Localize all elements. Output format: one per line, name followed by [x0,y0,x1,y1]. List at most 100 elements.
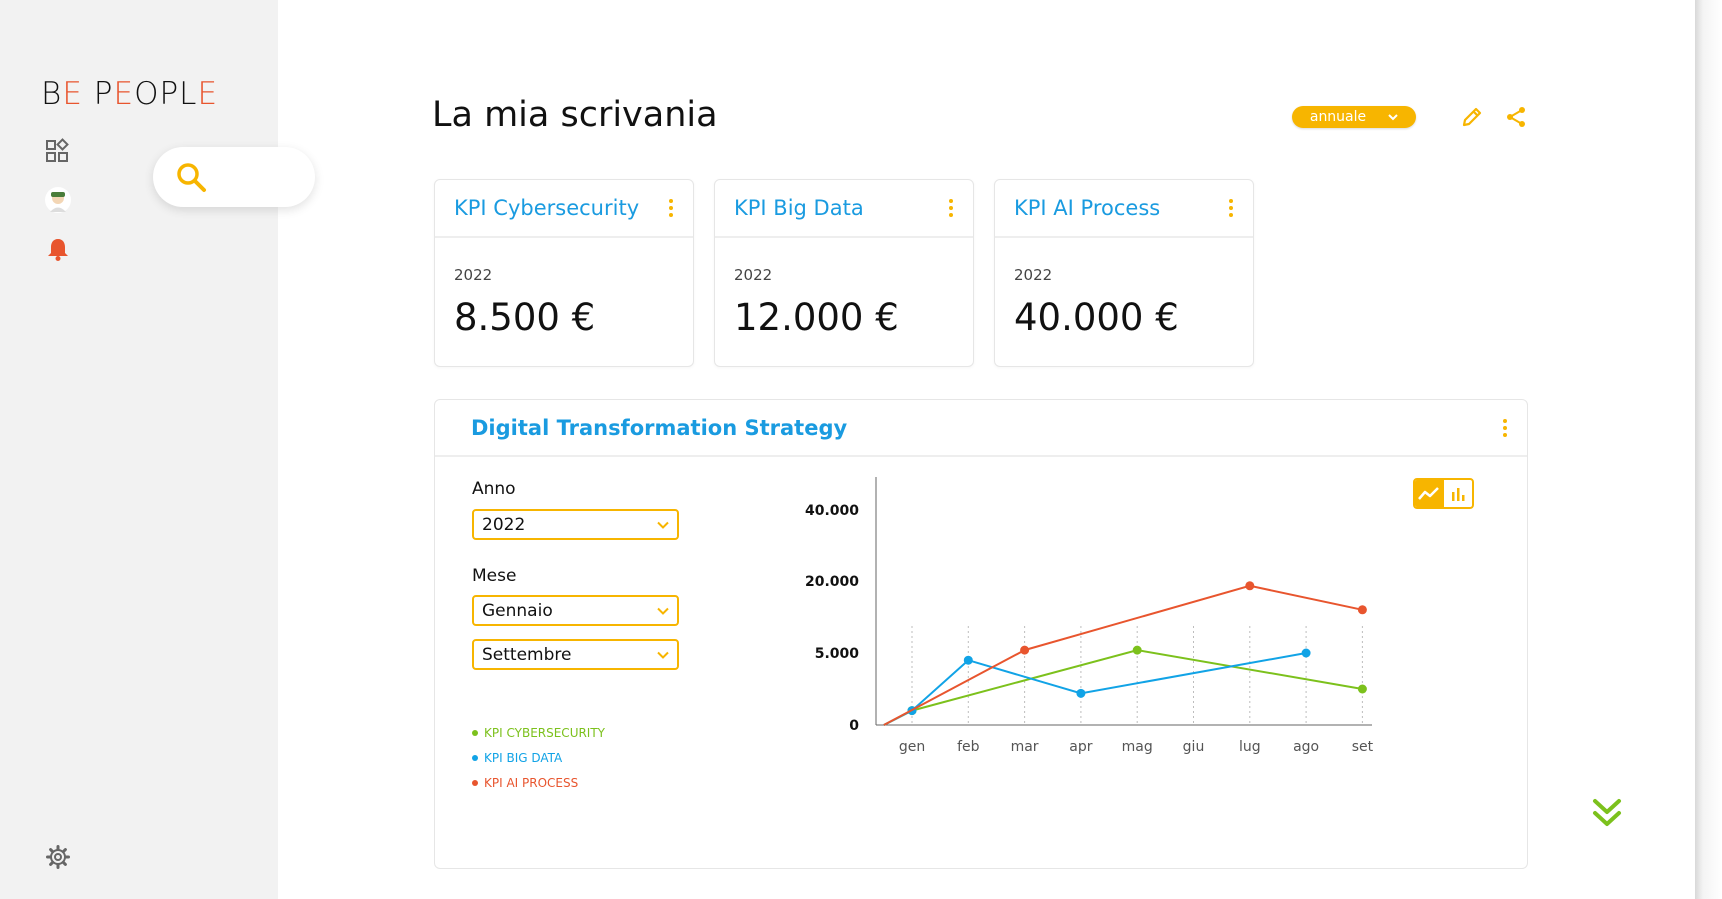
scroll-down-button[interactable] [1590,795,1624,831]
data-point [1020,645,1030,655]
logo-part: E [113,76,135,112]
kpi-card-value: 8.500 € [454,296,596,339]
kebab-menu-icon [669,199,673,217]
legend-label: KPI BIG DATA [484,750,563,765]
window-edge [1695,0,1722,899]
kpi-card-header: KPI Big Data [715,180,973,238]
legend-dot [472,779,478,786]
x-tick-label: lug [1239,739,1261,755]
legend-label: KPI AI PROCESS [484,775,579,790]
month-from-value: Gennaio [482,600,553,621]
chart-legend: KPI CYBERSECURITY KPI BIG DATA KPI AI PROC… [472,720,605,795]
kebab-menu-icon [949,199,953,217]
bar-chart-button[interactable] [1444,480,1473,507]
legend-item: KPI AI PROCESS [472,770,605,795]
kpi-card-big-data[interactable]: KPI Big Data 2022 12.000 € [714,179,974,367]
legend-dot [472,754,478,761]
kpi-card-year: 2022 [734,266,773,284]
logo-part: B [41,76,63,112]
logo-part: E [62,76,83,112]
kpi-card-title: KPI Big Data [734,196,864,220]
legend-item: KPI BIG DATA [472,745,605,770]
series-line [883,584,1363,726]
user-avatar-icon[interactable] [44,186,72,214]
x-tick-label: set [1352,739,1374,755]
data-point [1357,605,1367,615]
page-title: La mia scrivania [432,95,718,135]
more-menu-button[interactable] [1223,196,1239,220]
x-tick-label: mag [1122,739,1153,755]
x-tick-label: gen [899,739,925,755]
bepeople-logo[interactable]: BE PEOPLE [41,76,218,112]
kpi-card-cybersecurity[interactable]: KPI Cybersecurity 2022 8.500 € [434,179,694,367]
logo-part: OPL [134,76,198,112]
digital-transformation-panel: Digital Transformation Strategy Anno 202… [434,399,1528,869]
kpi-card-header: KPI AI Process [995,180,1253,238]
kebab-menu-icon [1503,418,1507,437]
search-button[interactable] [153,147,315,207]
x-tick-label: mar [1011,739,1039,755]
search-icon [177,163,206,192]
x-tick-label: apr [1069,739,1092,755]
share-icon [1507,107,1525,127]
edit-button[interactable] [1459,104,1485,130]
month-label: Mese [472,566,517,586]
chevron-down-icon [657,521,669,529]
legend-item: KPI CYBERSECURITY [472,720,605,745]
y-tick-label: 40.000 [805,503,859,519]
year-select[interactable]: 2022 [472,509,679,540]
more-menu-button[interactable] [943,196,959,220]
more-menu-button[interactable] [1497,416,1513,440]
year-select-value: 2022 [482,514,526,535]
x-tick-label: giu [1183,739,1205,755]
kpi-card-value: 40.000 € [1014,296,1179,339]
period-select[interactable]: annuale [1292,106,1416,128]
data-point [963,655,973,665]
kpi-line-chart: gen feb mar apr mag giu lug ago set 0 5.000 20.000 4… [805,477,1374,755]
chart-type-toggle[interactable] [1413,478,1474,509]
kpi-card-year: 2022 [1014,266,1053,284]
data-point [1076,688,1086,698]
chevron-down-icon [1388,114,1398,121]
share-button[interactable] [1503,104,1529,130]
gear-icon[interactable] [44,843,72,871]
data-point [1132,645,1142,655]
kpi-card-ai-process[interactable]: KPI AI Process 2022 40.000 € [994,179,1254,367]
kpi-card-header: KPI Cybersecurity [435,180,693,238]
month-to-select[interactable]: Settembre [472,639,679,670]
legend-label: KPI CYBERSECURITY [484,725,606,740]
chevron-down-icon [657,607,669,615]
period-select-value: annuale [1309,109,1367,125]
y-tick-label: 5.000 [815,646,860,662]
kebab-menu-icon [1229,199,1233,217]
data-point [1245,581,1255,591]
data-point [1357,684,1367,694]
kpi-card-value: 12.000 € [734,296,899,339]
year-label: Anno [472,479,516,499]
more-menu-button[interactable] [663,196,679,220]
line-chart-icon [1418,486,1440,500]
dashboard-icon[interactable] [44,137,72,165]
panel-header: Digital Transformation Strategy [435,400,1527,457]
line-chart-button[interactable] [1415,480,1444,507]
y-tick-label: 0 [849,718,859,734]
logo-part: E [197,76,219,112]
data-point [1301,648,1311,658]
bell-icon[interactable] [44,235,72,263]
series-line [883,652,1307,726]
month-from-select[interactable]: Gennaio [472,595,679,626]
chevron-down-icon [657,651,669,659]
kpi-card-title: KPI AI Process [1014,196,1161,220]
bar-chart-icon [1451,487,1465,501]
logo-part: P [82,76,114,112]
kpi-card-year: 2022 [454,266,493,284]
month-to-value: Settembre [482,644,572,665]
sidebar: BE PEOPLE [0,0,315,899]
x-tick-label: feb [957,739,980,755]
y-tick-label: 20.000 [805,574,859,590]
pencil-icon [1462,107,1482,127]
x-tick-label: ago [1293,739,1319,755]
legend-dot [472,729,478,736]
double-chevron-down-icon [1593,799,1621,826]
panel-title: Digital Transformation Strategy [471,415,848,440]
